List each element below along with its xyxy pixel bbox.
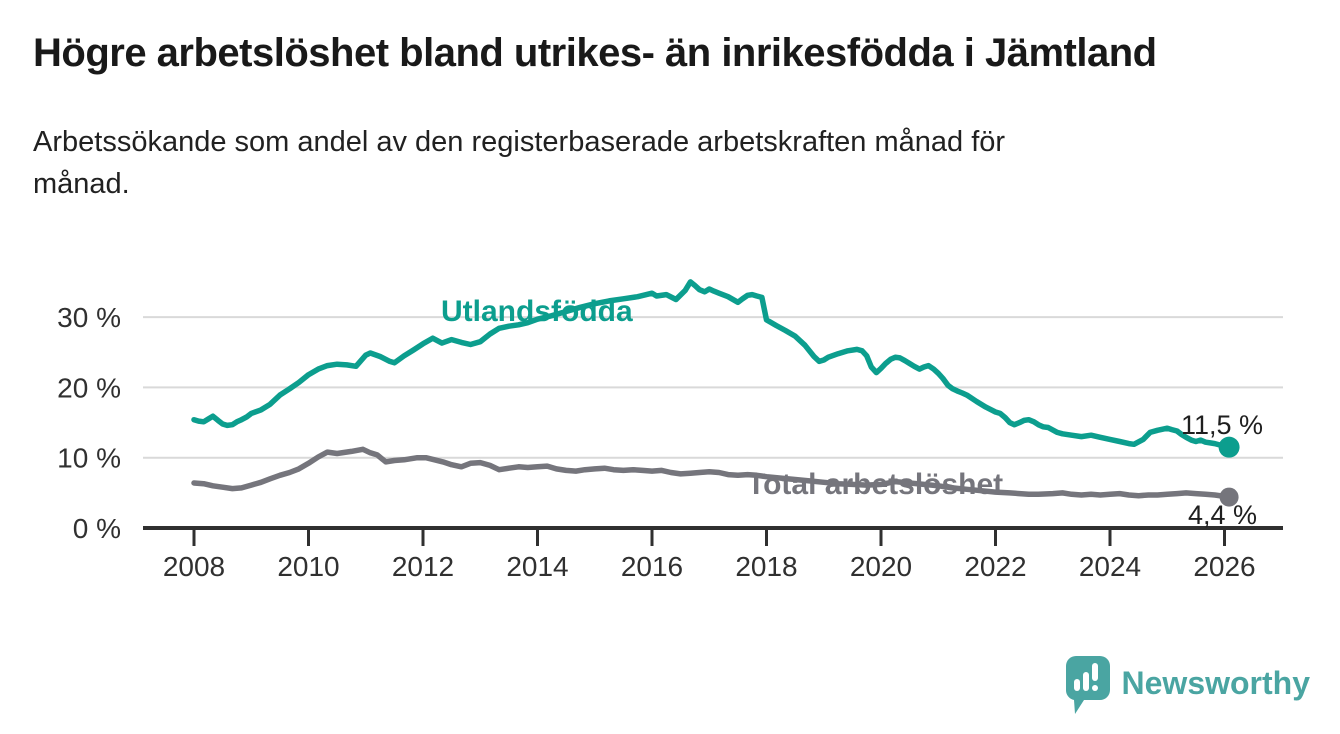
series-line-total	[191, 446, 1232, 500]
x-axis	[143, 526, 1283, 546]
x-tick-label-2018: 2018	[735, 551, 797, 582]
x-tick-label-2024: 2024	[1079, 551, 1141, 582]
x-tick-label-2014: 2014	[506, 551, 568, 582]
end-value-label-utlandsfodda: 11,5 %	[1181, 410, 1263, 440]
series-end-dot-total	[1219, 487, 1239, 507]
x-tick-label-2026: 2026	[1193, 551, 1255, 582]
x-tick-label-2016: 2016	[621, 551, 683, 582]
series-label-total: Total arbetslöshet	[747, 468, 1003, 501]
y-tick-label-20: 20 %	[57, 372, 121, 403]
logo-exclamation-bar	[1091, 663, 1098, 681]
newsworthy-logo-text: Newsworthy	[1121, 664, 1310, 701]
subtitle-line-1: Arbetssökande som andel av den registerb…	[33, 126, 1006, 158]
data-lines	[191, 279, 1240, 507]
chart-labels: 0 % 10 % 20 % 30 % 2008 2010 2012 2014 2016 2018 2…	[57, 295, 1263, 582]
x-tick-label-2010: 2010	[277, 551, 339, 582]
subtitle-line-2: månad.	[33, 168, 130, 201]
x-tick-label-2022: 2022	[964, 551, 1026, 582]
logo-bar-small	[1073, 679, 1080, 691]
series-line-utlandsfodda	[191, 279, 1232, 450]
chart-subtitle: Arbetssökande som andel av den registerb…	[33, 121, 1253, 205]
newsworthy-logo-icon	[1065, 656, 1110, 714]
series-end-dot-utlandsfodda	[1218, 436, 1240, 458]
x-tick-label-2008: 2008	[163, 551, 225, 582]
y-tick-label-10: 10 %	[57, 443, 121, 474]
logo-bar-medium	[1082, 672, 1089, 691]
series-label-utlandsfodda: Utlandsfödda	[441, 295, 633, 328]
newsworthy-branding: Newsworthy	[1064, 650, 1310, 716]
x-tick-label-2020: 2020	[850, 551, 912, 582]
logo-exclamation-dot	[1091, 685, 1098, 691]
gridlines	[143, 316, 1283, 459]
y-tick-label-30: 30 %	[57, 302, 121, 333]
end-value-label-total: 4,4 %	[1188, 500, 1257, 530]
x-tick-label-2012: 2012	[392, 551, 454, 582]
chart-title: Högre arbetslöshet bland utrikes- än inr…	[33, 31, 1157, 75]
y-tick-label-0: 0 %	[73, 513, 121, 544]
